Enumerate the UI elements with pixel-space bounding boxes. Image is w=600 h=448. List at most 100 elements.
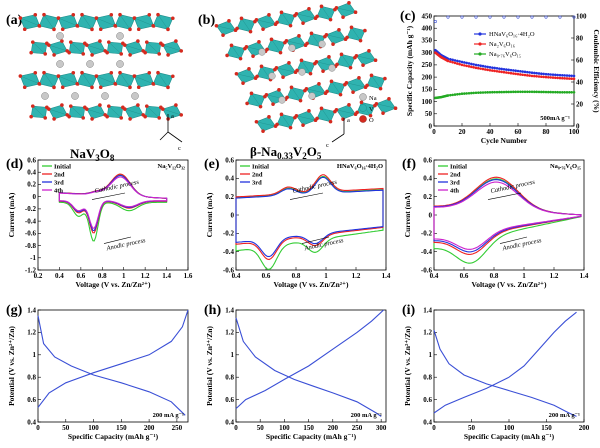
- oxygen-atom: [245, 101, 249, 106]
- oxygen-atom: [315, 116, 319, 121]
- svg-text:Na: Na: [369, 95, 377, 102]
- legend-label: Initial: [450, 164, 467, 171]
- oxygen-atom: [143, 114, 147, 119]
- capacity-point: [547, 90, 550, 94]
- x-axis-label: Specific Capacity (mAh g⁻¹): [464, 432, 555, 441]
- oxygen-atom: [335, 62, 339, 67]
- capacity-point: [526, 70, 529, 74]
- x-tick-label: 250: [172, 424, 183, 432]
- y-tick-label: 400: [422, 25, 433, 33]
- oxygen-atom: [309, 31, 314, 36]
- oxygen-atom: [247, 67, 251, 71]
- capacity-point: [563, 90, 566, 94]
- oxygen-atom: [118, 70, 122, 75]
- oxygen-atom: [258, 104, 263, 109]
- oxygen-atom: [248, 29, 253, 34]
- y-tick-label: 0.4: [27, 418, 36, 426]
- oxygen-atom: [136, 103, 140, 107]
- oxygen-atom: [119, 52, 124, 56]
- capacity-point: [458, 60, 461, 63]
- x-tick-label: 0: [432, 128, 436, 136]
- y-tick-label: 450: [422, 12, 433, 20]
- anodic-label: Anodic process: [501, 237, 543, 252]
- crystal-structure-a: [18, 12, 184, 121]
- capacity-point: [528, 71, 531, 74]
- x-tick-label: 50: [62, 424, 70, 432]
- oxygen-atom: [52, 53, 56, 57]
- oxygen-atom: [147, 12, 152, 17]
- oxygen-atom: [328, 119, 333, 124]
- y-tick-label: 0: [429, 211, 433, 219]
- capacity-point: [533, 74, 536, 78]
- capacity-point: [563, 74, 566, 77]
- capacity-point: [549, 90, 552, 94]
- capacity-point: [535, 71, 538, 75]
- capacity-point: [449, 58, 452, 61]
- oxygen-atom: [365, 83, 369, 88]
- oxygen-atom: [294, 113, 299, 118]
- oxygen-atom: [351, 90, 355, 94]
- capacity-point: [547, 75, 550, 79]
- capacity-point: [554, 73, 557, 77]
- sodium-atom: [288, 44, 296, 52]
- sodium-atom: [328, 64, 336, 72]
- polyhedron-edge: [96, 17, 116, 27]
- panel-label-e: (e): [204, 157, 220, 172]
- rate-annotation: 200 mA g⁻¹: [153, 412, 184, 419]
- y2-tick-label: 80: [576, 34, 584, 42]
- capacity-point: [523, 70, 527, 74]
- capacity-point: [507, 68, 510, 72]
- capacity-point: [530, 74, 534, 78]
- capacity-point: [537, 72, 541, 75]
- oxygen-atom: [234, 71, 239, 76]
- x-tick-label: 0.4: [430, 272, 439, 280]
- capacity-point: [572, 77, 576, 81]
- capacity-point: [502, 67, 506, 71]
- y-tick-label: 0.6: [27, 156, 36, 164]
- x-tick-label: 150: [303, 424, 314, 432]
- oxygen-atom: [98, 103, 102, 107]
- x-tick-label: 1.4: [382, 272, 391, 280]
- capacity-point: [554, 90, 557, 94]
- x-tick-label: 0.2: [34, 272, 43, 280]
- oxygen-atom: [347, 1, 351, 5]
- capacity-point: [540, 90, 543, 94]
- oxygen-atom: [179, 49, 184, 53]
- sodium-atom: [318, 40, 326, 48]
- capacity-point: [533, 71, 536, 75]
- oxygen-atom: [156, 70, 160, 75]
- legend-label: Initial: [252, 164, 269, 171]
- capacity-point: [460, 92, 464, 96]
- polyhedron-edge: [256, 121, 276, 127]
- polyhedron-edge: [43, 14, 55, 30]
- capacity-point: [568, 77, 571, 80]
- y-tick-label: 300: [422, 49, 433, 57]
- oxygen-atom: [347, 103, 351, 107]
- capacity-point: [477, 66, 480, 70]
- oxygen-atom: [90, 53, 94, 57]
- x-axis-label: Specific Capacity (mAh g⁻¹): [266, 432, 357, 441]
- oxygen-atom: [275, 122, 279, 127]
- polyhedron-edge: [134, 75, 154, 85]
- oxygen-atom: [281, 75, 285, 79]
- y-tick-label: -0.2: [25, 205, 37, 213]
- x-tick-label: 100: [279, 424, 290, 432]
- capacity-point: [463, 61, 466, 64]
- oxygen-atom: [329, 79, 334, 84]
- x-tick-label: 1: [522, 272, 526, 280]
- polyhedron-edge: [86, 44, 106, 52]
- chart-gcd-g: 0 50 100 150 200 250 0.4 0.6 0.8 1 1.2 1.4 Specific …: [7, 306, 189, 441]
- oxygen-atom: [299, 58, 304, 63]
- plot-frame: [37, 159, 189, 271]
- capacity-point: [521, 73, 524, 77]
- polyhedron-edge: [376, 103, 396, 109]
- capacity-point: [537, 75, 541, 78]
- y-tick-label: -0.4: [25, 217, 37, 225]
- oxygen-atom: [339, 52, 344, 57]
- oxygen-atom: [331, 42, 335, 46]
- sodium-atom: [41, 92, 49, 100]
- oxygen-atom: [43, 52, 48, 56]
- oxygen-atom: [52, 27, 56, 32]
- y-tick-label: 1.4: [27, 306, 36, 314]
